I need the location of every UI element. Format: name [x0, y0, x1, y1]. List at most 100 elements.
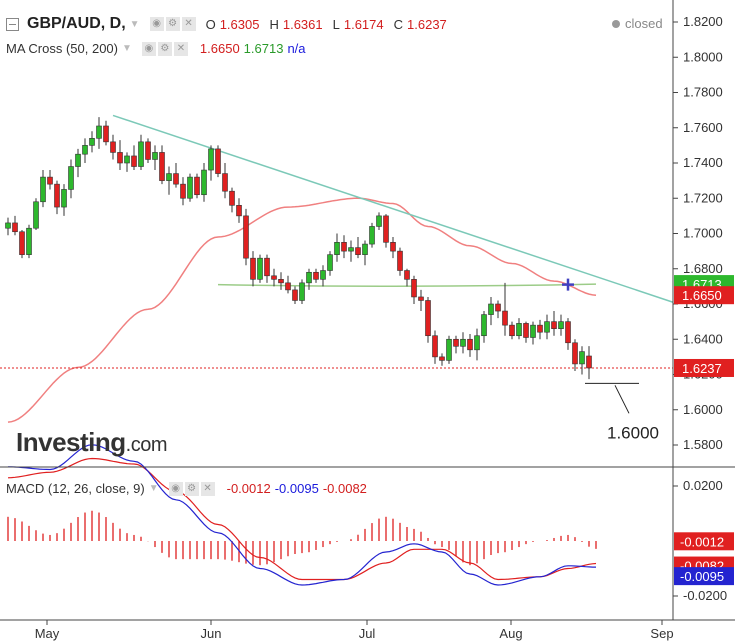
- candle-body: [467, 338, 473, 351]
- x-tick-label: May: [35, 626, 60, 641]
- settings-icon[interactable]: ⚙: [165, 17, 180, 31]
- candle-body: [502, 310, 508, 326]
- legend-controls: ◉ ⚙ ✕: [149, 17, 196, 31]
- candle-body: [495, 303, 501, 312]
- candle-body: [383, 215, 389, 243]
- price-label-box: [674, 286, 734, 305]
- chevron-down-icon[interactable]: ▼: [148, 483, 159, 494]
- x-tick-label: Jun: [201, 626, 222, 641]
- candle-body: [418, 296, 424, 301]
- close-icon[interactable]: ✕: [181, 17, 196, 31]
- candle-body: [439, 356, 445, 361]
- macd-signal-value: -0.0082: [322, 481, 367, 496]
- candle-body: [145, 141, 151, 160]
- candle-body: [5, 222, 11, 229]
- candle-body: [26, 227, 32, 255]
- candle-body: [117, 152, 123, 164]
- macd-y-tick-label: -0.0200: [683, 588, 727, 603]
- candle-body: [411, 279, 417, 298]
- candle-body: [166, 173, 172, 181]
- candle-body: [82, 145, 88, 155]
- candle-body: [551, 321, 557, 329]
- candle-body: [110, 141, 116, 153]
- close-icon[interactable]: ✕: [173, 41, 188, 56]
- macd-y-tick-label: 0.0200: [683, 478, 723, 493]
- settings-icon[interactable]: ⚙: [157, 41, 172, 56]
- candle-body: [257, 257, 263, 280]
- candle-body: [173, 173, 179, 185]
- candle-body: [523, 323, 529, 338]
- y-tick-label: 1.7200: [683, 190, 723, 205]
- candle-body: [236, 205, 242, 217]
- candle-body: [124, 155, 130, 164]
- candle-body: [54, 183, 60, 208]
- candle-body: [215, 148, 221, 174]
- candle-body: [509, 324, 515, 337]
- ma-legend: MA Cross (50, 200) ▼ ◉ ⚙ ✕ 1.6650 1.6713 n…: [6, 41, 306, 56]
- y-tick-label: 1.5800: [683, 437, 723, 452]
- candle-body: [530, 324, 536, 338]
- ohlc-open-label: O: [205, 16, 216, 32]
- x-tick-label: Sep: [650, 626, 673, 641]
- visibility-icon[interactable]: ◉: [149, 17, 164, 31]
- macd-legend-label: MACD (12, 26, close, 9): [6, 481, 145, 496]
- y-tick-label: 1.6400: [683, 331, 723, 346]
- candle-body: [481, 314, 487, 337]
- price-label: 1.6650: [682, 288, 722, 303]
- y-tick-label: 1.7000: [683, 226, 723, 241]
- candle-body: [12, 222, 18, 233]
- candle-body: [453, 338, 459, 347]
- candle-body: [460, 338, 466, 347]
- ma-slow-value: 1.6713: [243, 41, 284, 56]
- price-pane: 1.6000: [0, 114, 674, 442]
- candle-body: [516, 323, 522, 337]
- ohlc-close-label: C: [393, 16, 404, 32]
- settings-icon[interactable]: ⚙: [184, 481, 199, 496]
- candle-body: [271, 275, 277, 280]
- y-tick-label: 1.6000: [683, 402, 723, 417]
- close-icon[interactable]: ✕: [200, 481, 215, 496]
- candle-body: [201, 169, 207, 196]
- candle-body: [355, 247, 361, 255]
- candle-body: [404, 270, 410, 280]
- candle-body: [103, 125, 109, 143]
- visibility-icon[interactable]: ◉: [168, 481, 183, 496]
- candle-body: [180, 183, 186, 199]
- candle-body: [33, 201, 39, 229]
- candle-body: [152, 152, 158, 160]
- candle-body: [208, 148, 214, 171]
- market-status: closed: [612, 16, 663, 31]
- chevron-down-icon[interactable]: ▼: [129, 18, 140, 30]
- candle-body: [278, 279, 284, 284]
- candle-body: [572, 342, 578, 365]
- chevron-down-icon[interactable]: ▼: [122, 43, 132, 54]
- ohlc-open: 1.6305: [219, 16, 260, 32]
- y-tick-label: 1.6800: [683, 261, 723, 276]
- symbol-legend: GBP/AUD, D, ▼ ◉ ⚙ ✕ O 1.6305 H 1.6361 L 1.…: [6, 15, 447, 33]
- candle-body: [369, 226, 375, 245]
- price-label-box: [674, 358, 734, 377]
- candle-body: [47, 176, 53, 185]
- candle-body: [75, 153, 81, 167]
- ma-fast-line: [7, 197, 597, 423]
- candle-body: [488, 303, 494, 315]
- y-tick-label: 1.8200: [683, 14, 723, 29]
- candle-body: [320, 270, 326, 280]
- candle-body: [264, 257, 270, 277]
- candle-body: [327, 254, 333, 271]
- collapse-icon[interactable]: [6, 17, 19, 31]
- x-tick-label: Aug: [499, 626, 522, 641]
- macd-label: -0.0012: [680, 534, 724, 549]
- macd-signal-line: [7, 457, 597, 581]
- candle-body: [446, 338, 452, 361]
- candle-body: [334, 242, 340, 255]
- ma-cross-value: n/a: [287, 41, 306, 56]
- candle-body: [565, 321, 571, 344]
- ohlc-high: 1.6361: [282, 16, 323, 32]
- candle-body: [425, 300, 431, 337]
- candle-body: [432, 335, 438, 358]
- macd-label-box: [674, 532, 734, 551]
- candle-body: [390, 242, 396, 252]
- visibility-icon[interactable]: ◉: [141, 41, 156, 56]
